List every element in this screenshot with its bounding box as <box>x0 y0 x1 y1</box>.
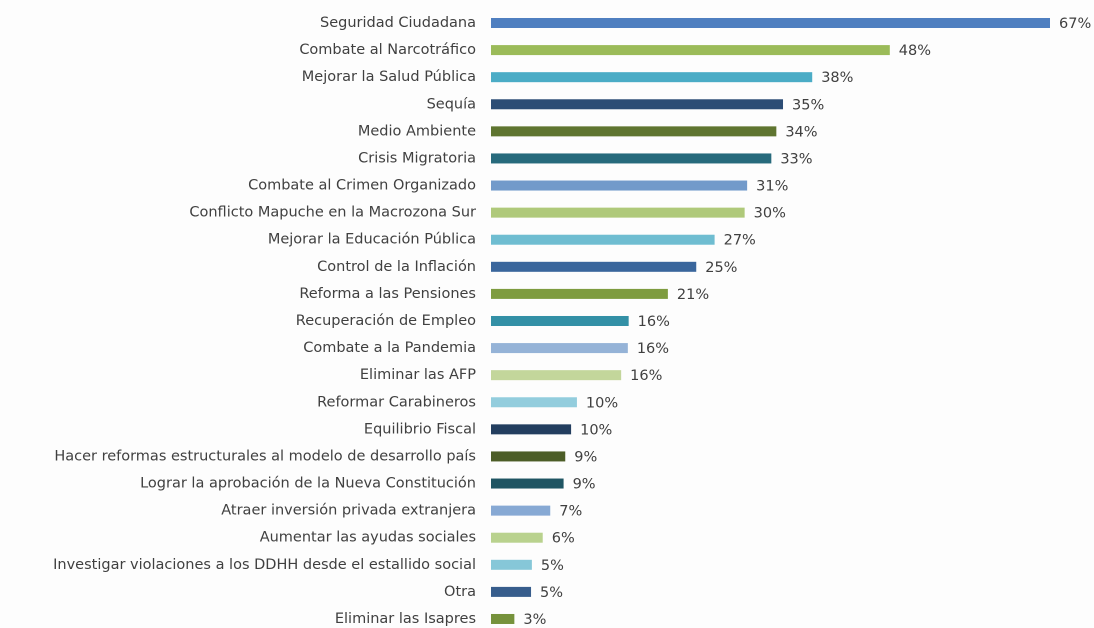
bar <box>491 315 629 326</box>
category-label: Conflicto Mapuche en la Macrozona Sur <box>189 205 476 221</box>
value-label: 3% <box>523 612 546 628</box>
category-label: Atraer inversión privada extranjera <box>221 503 476 519</box>
value-label: 31% <box>756 179 788 195</box>
bar <box>491 153 772 164</box>
value-label: 9% <box>574 449 597 465</box>
bar <box>491 126 777 137</box>
category-label: Otra <box>444 584 476 600</box>
bar <box>491 505 551 516</box>
value-label: 10% <box>586 395 618 411</box>
category-label: Control de la Inflación <box>317 259 476 275</box>
value-label: 67% <box>1059 16 1091 32</box>
bar <box>491 99 784 110</box>
bar <box>491 288 668 299</box>
value-label: 9% <box>573 477 596 493</box>
bar <box>491 586 532 597</box>
category-label: Lograr la aprobación de la Nueva Constit… <box>140 476 476 492</box>
bar <box>491 397 577 408</box>
value-label: 21% <box>677 287 709 303</box>
bar <box>491 532 543 543</box>
bar <box>491 207 745 218</box>
category-label: Eliminar las AFP <box>360 367 476 383</box>
value-label: 16% <box>630 368 662 384</box>
bar <box>491 559 532 570</box>
value-label: 30% <box>754 206 786 222</box>
category-label: Mejorar la Educación Pública <box>268 232 476 248</box>
bar <box>491 72 813 83</box>
bar <box>491 261 697 272</box>
category-label: Seguridad Ciudadana <box>320 15 476 31</box>
category-label: Hacer reformas estructurales al modelo d… <box>54 448 476 464</box>
category-label: Combate a la Pandemia <box>303 340 476 356</box>
category-label: Sequía <box>427 96 476 112</box>
category-label: Investigar violaciones a los DDHH desde … <box>53 557 476 573</box>
bar <box>491 424 572 435</box>
value-label: 48% <box>899 43 931 59</box>
bar <box>491 343 628 354</box>
category-label: Reformar Carabineros <box>317 394 476 410</box>
value-label: 10% <box>580 422 612 438</box>
category-label: Crisis Migratoria <box>358 150 476 166</box>
category-label: Medio Ambiente <box>358 123 476 139</box>
category-label: Aumentar las ayudas sociales <box>260 530 476 546</box>
bar <box>491 370 622 381</box>
value-label: 33% <box>780 151 812 167</box>
value-label: 5% <box>540 585 563 601</box>
category-label: Reforma a las Pensiones <box>299 286 476 302</box>
value-label: 16% <box>637 341 669 357</box>
category-label: Equilibrio Fiscal <box>364 421 476 437</box>
value-label: 25% <box>705 260 737 276</box>
bar <box>491 613 515 624</box>
value-label: 34% <box>785 124 817 140</box>
bar <box>491 451 566 462</box>
value-label: 27% <box>724 233 756 249</box>
value-label: 16% <box>638 314 670 330</box>
category-label: Combate al Narcotráfico <box>299 42 476 58</box>
value-label: 7% <box>559 504 582 520</box>
value-label: 35% <box>792 97 824 113</box>
bar <box>491 234 715 245</box>
bar <box>491 45 890 56</box>
category-label: Mejorar la Salud Pública <box>302 69 476 85</box>
bar <box>491 18 1050 28</box>
category-label: Eliminar las Isapres <box>335 611 476 627</box>
value-label: 6% <box>552 531 575 547</box>
bar <box>491 478 564 489</box>
value-label: 38% <box>821 70 853 86</box>
category-label: Combate al Crimen Organizado <box>248 178 476 194</box>
value-label: 5% <box>541 558 564 574</box>
category-label: Recuperación de Empleo <box>296 313 476 329</box>
bar <box>491 180 748 191</box>
